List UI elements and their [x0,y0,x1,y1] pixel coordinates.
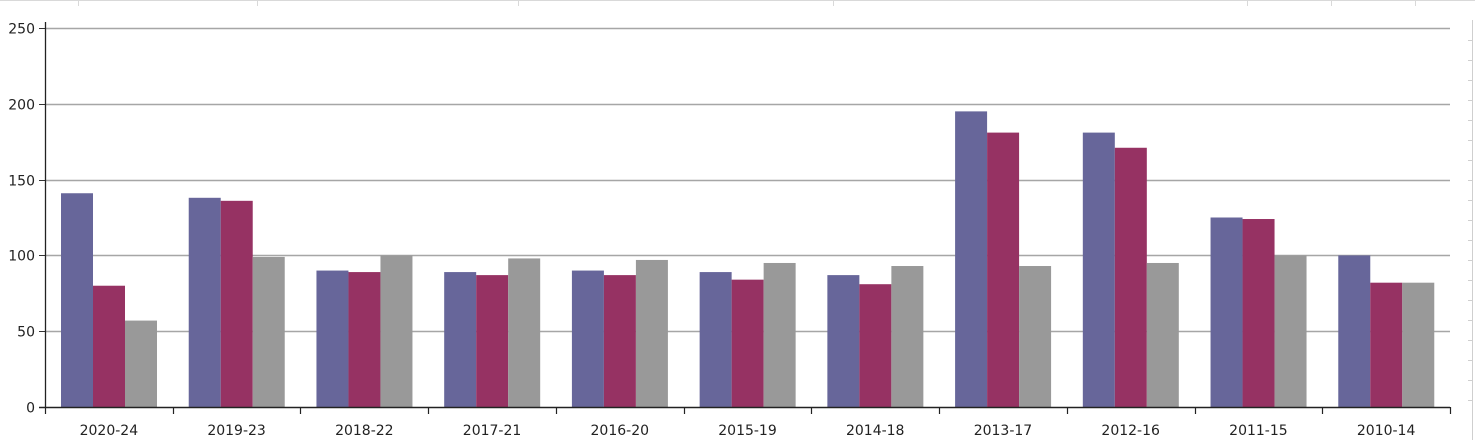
axes [39,22,1452,414]
bar [252,256,285,407]
bar [955,111,988,407]
top-strip [0,0,1475,6]
bar [1019,266,1052,407]
bar [1370,282,1403,407]
bars [61,111,1435,408]
y-tick-labels: 0 50 100 150 200 250 [8,22,35,417]
bar [348,272,381,407]
x-tick-label: 2010-14 [1357,423,1416,439]
x-tick-label: 2017-21 [463,423,522,439]
bar [508,258,541,407]
x-tick-labels: 2020-24 2019-23 2018-22 2017-21 2016-20 2015-… [80,423,1416,439]
bar [635,259,668,407]
bar [380,255,413,407]
bar [220,200,253,407]
y-tick-label: 100 [8,249,35,265]
bar [93,285,125,407]
bar [1114,147,1147,408]
y-tick-label: 150 [8,174,35,190]
bar [1274,255,1307,407]
bar [859,284,892,407]
bar [571,270,604,407]
x-tick-label: 2012-16 [1101,423,1160,439]
y-tick-label: 200 [8,98,35,114]
bar [891,266,924,407]
x-tick-label: 2016-20 [591,423,650,439]
bar [763,262,796,407]
right-strip [1468,20,1473,440]
bar [1146,262,1179,407]
x-tick-label: 2019-23 [207,423,266,439]
bar [476,275,509,407]
bar [1242,219,1275,407]
y-tick-label: 50 [17,325,35,341]
bar [61,193,93,407]
x-tick-label: 2015-19 [718,423,777,439]
bar [444,272,477,407]
bar [699,272,732,407]
bar [188,197,221,407]
bar [987,132,1020,407]
bar [1402,282,1435,407]
x-tick-label: 2014-18 [846,423,905,439]
bar [125,320,157,407]
x-tick-label: 2020-24 [80,423,139,439]
bar [827,275,860,407]
x-tick-label: 2013-17 [974,423,1033,439]
bar [1210,217,1243,407]
bar [1082,132,1115,407]
x-tick-label: 2018-22 [335,423,394,439]
y-tick-label: 250 [8,22,35,38]
bar [731,279,764,407]
bar [1338,255,1371,407]
bar [316,270,349,407]
x-tick-label: 2011-15 [1229,423,1288,439]
bar [603,275,636,407]
y-tick-label: 0 [26,401,35,417]
